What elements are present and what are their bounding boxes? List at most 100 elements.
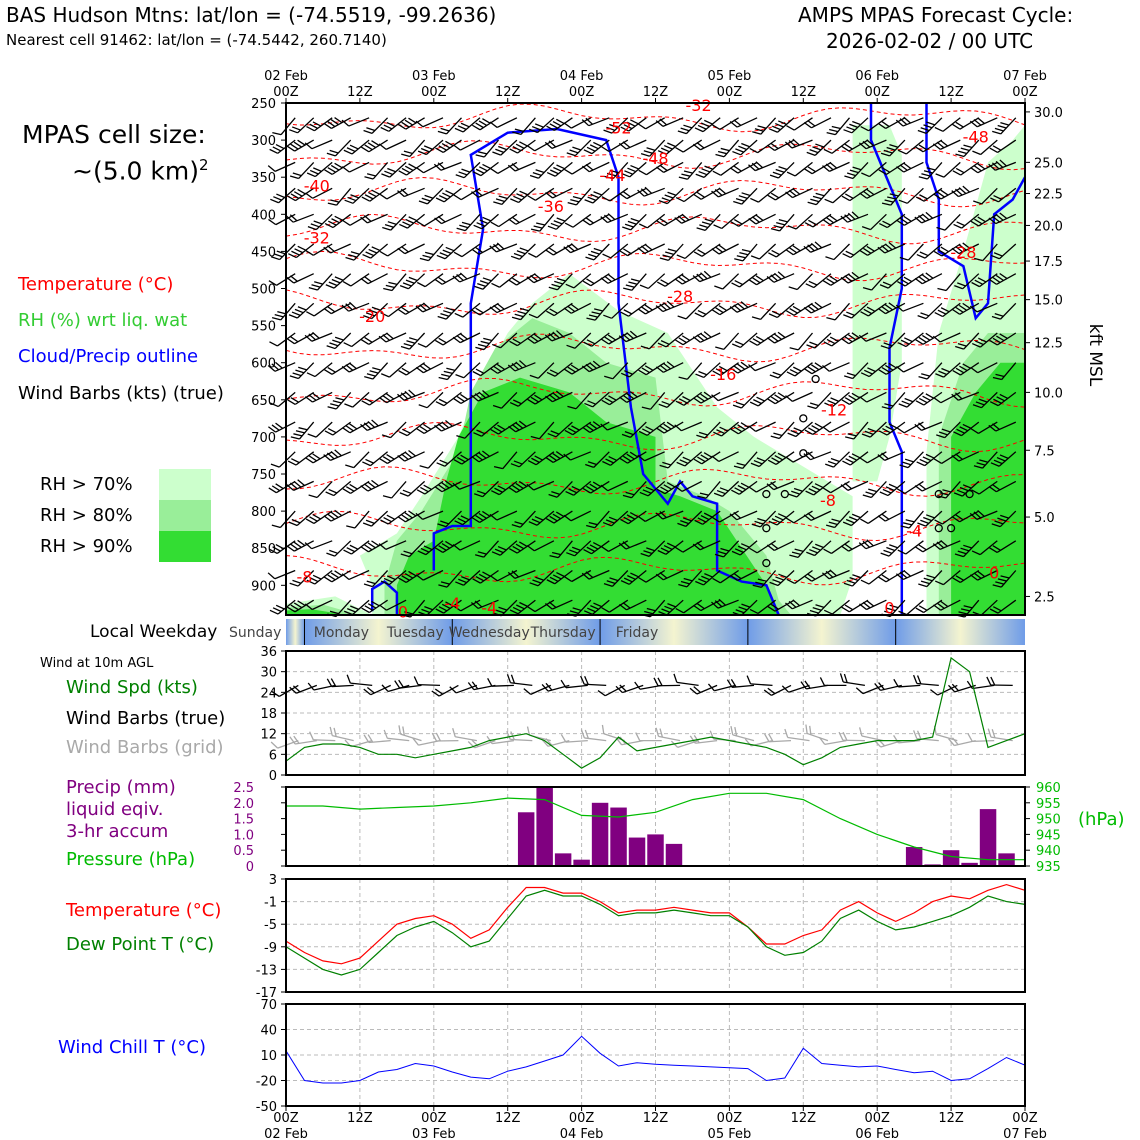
xs-barb-29-14-feather-0 [803, 514, 812, 521]
xs-barb-8-10-feather-0 [418, 404, 428, 409]
xs-barb-8-11-feather-0 [416, 428, 425, 434]
xs-barb-4-15 [343, 540, 370, 555]
xs-barb-12-15-feather-1 [494, 548, 504, 554]
xs-barb-27-8 [766, 331, 795, 344]
xs-barb-24-6-staff [722, 273, 740, 290]
weekday-label-4: Thursday [530, 625, 596, 641]
xs-barb-3-12-feather-2 [330, 450, 339, 458]
xs-barb-30-8-feather-0 [823, 341, 833, 347]
pressure-label: Pressure (hPa) [66, 849, 196, 870]
xs-barb-4-9-feather-0 [341, 365, 350, 373]
xs-barb-7-7 [397, 302, 425, 315]
xs-barb-35-6 [914, 272, 943, 285]
xs-barb-2-10-feather-0 [304, 396, 313, 403]
xs-barb-14-0-feather-2 [534, 123, 544, 128]
xs-barb-33-12-feather-0 [877, 454, 886, 461]
xs-barb-37-15-feather-3 [963, 544, 973, 549]
xs-barb-10-5-feather-0 [453, 251, 463, 258]
xs-barb-23-8-feather-1 [696, 334, 705, 342]
xs-barb-1-15-feather-0 [286, 545, 295, 552]
xs-barb-24-10-staff [717, 391, 739, 402]
xs-barb-24-17-feather-1 [714, 600, 723, 608]
grid-barb-39-feather-0 [987, 728, 992, 738]
xs-barb-2-8 [304, 331, 333, 342]
xs-barb-27-8-feather-3 [777, 331, 786, 339]
xs-barb-36-2 [935, 161, 961, 178]
xs-barb-32-4 [861, 213, 887, 231]
xs-barb-15-15-feather-0 [549, 554, 559, 559]
xs-barb-26-6-feather-1 [752, 277, 761, 284]
xs-barb-10-15-staff [459, 540, 481, 551]
xs-barb-16-14 [563, 510, 592, 522]
wind-speed-y-label-3: 18 [260, 707, 277, 722]
xs-barb-27-17-feather-0 [767, 605, 776, 612]
xs-barb-28-2-staff [794, 161, 813, 177]
xs-barb-1-2-feather-1 [292, 172, 302, 177]
xs-barb-5-12-feather-0 [362, 461, 371, 467]
xs-barb-10-12 [453, 451, 481, 465]
xs-barb-0-0 [272, 117, 296, 136]
xs-barb-34-7-feather-0 [895, 304, 904, 312]
xs-barb-3-4-feather-1 [328, 220, 337, 226]
xs-barb-34-0-feather-1 [899, 118, 908, 126]
xs-barb-23-6-feather-0 [692, 275, 701, 283]
xs-barb-12-7-feather-0 [489, 306, 498, 314]
xs-barb-11-6 [474, 273, 499, 290]
windchill-y-label-3: -20 [256, 1075, 277, 1090]
xs-barb-20-7-feather-2 [644, 304, 653, 311]
xs-barb-30-12-feather-0 [825, 463, 834, 468]
true-barb-36-feather-0 [930, 689, 938, 696]
xs-barb-12-6-feather-0 [491, 282, 500, 288]
temperature-contour-label-11: -12 [821, 400, 847, 419]
xs-barb-20-6-staff [647, 273, 666, 289]
xs-barb-18-12-feather-2 [608, 455, 618, 462]
xs-barb-28-7 [786, 302, 813, 316]
xs-barb-31-6-feather-0 [840, 276, 849, 284]
xs-barb-4-16-feather-0 [341, 573, 350, 580]
xs-barb-38-0 [969, 117, 998, 128]
xs-barb-16-15-feather-0 [566, 552, 575, 557]
pressure-y-label-4: 955 [1036, 797, 1061, 812]
precip-y-label-3: 1.5 [233, 813, 254, 828]
xs-barb-26-3-staff [758, 187, 777, 203]
xs-barb-36-14 [934, 510, 961, 525]
true-barb-27-feather-0 [763, 689, 772, 696]
xs-barb-5-12-feather-1 [365, 458, 374, 464]
xs-barb-6-7-feather-0 [380, 311, 389, 318]
xs-barb-13-13-feather-3 [518, 480, 528, 487]
xs-barb-8-9-feather-2 [422, 363, 431, 370]
xs-barb-27-4-feather-3 [778, 218, 788, 223]
xs-barb-11-10-feather-1 [474, 393, 483, 400]
xs-barb-9-11-feather-0 [434, 424, 442, 432]
xs-barb-4-12-feather-0 [345, 464, 355, 469]
xs-barb-38-7-staff [976, 302, 998, 313]
xs-barb-15-12-feather-0 [545, 456, 554, 464]
xs-barb-31-16-feather-0 [843, 582, 853, 587]
xs-barb-16-8-staff [574, 332, 592, 349]
xs-barb-37-8 [955, 332, 980, 350]
xs-barb-33-11-feather-2 [885, 425, 894, 431]
xs-barb-37-11-feather-0 [953, 431, 962, 437]
xs-barb-34-13 [896, 480, 924, 494]
xs-barb-4-15-feather-1 [346, 547, 356, 553]
xs-barb-5-16-feather-1 [366, 580, 376, 585]
xs-barb-3-8-feather-1 [329, 342, 339, 347]
xs-barb-0-3-feather-2 [276, 193, 285, 199]
xs-barb-18-1-staff [608, 139, 629, 152]
xs-barb-31-16-feather-2 [849, 576, 859, 582]
xs-barb-25-14-feather-1 [733, 511, 741, 519]
xs-barb-32-7-feather-2 [866, 306, 876, 312]
xs-barb-39-5 [990, 243, 1017, 260]
xs-barb-17-9-feather-1 [585, 363, 594, 371]
xs-barb-16-7-feather-1 [567, 305, 576, 312]
weekday-bar: Sunday Monday Tuesday Wednesday Thursday Frid… [229, 619, 1025, 645]
xs-barb-16-1-feather-1 [569, 149, 579, 154]
xs-barb-1-15 [286, 539, 315, 552]
xs-barb-39-4-feather-2 [995, 214, 1004, 221]
xs-barb-6-8-feather-2 [385, 332, 394, 340]
xs-barb-34-11-feather-0 [896, 427, 905, 434]
xs-barb-30-6-feather-2 [829, 275, 838, 282]
xs-barb-37-2 [952, 161, 980, 176]
xs-barb-20-11-feather-2 [645, 425, 654, 432]
